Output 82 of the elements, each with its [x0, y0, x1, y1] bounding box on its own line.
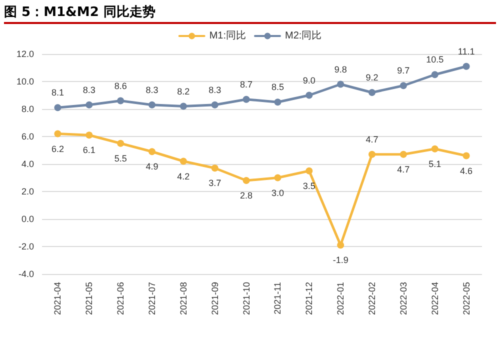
- x-tick-label: 2022-01: [336, 282, 346, 316]
- legend-label: M2:同比: [285, 30, 322, 42]
- point: [274, 98, 282, 106]
- point: [400, 82, 407, 90]
- data-label: 6.2: [51, 144, 64, 154]
- legend-label: M1:同比: [209, 30, 246, 42]
- x-tick-label: 2021-08: [178, 282, 188, 316]
- y-tick-label: 12.0: [16, 49, 34, 59]
- data-label: 9.8: [334, 64, 347, 74]
- y-tick-label: 8.0: [21, 104, 34, 114]
- data-label: 4.7: [366, 134, 378, 144]
- data-label: 8.1: [51, 88, 64, 98]
- point: [242, 177, 250, 184]
- y-tick-label: 0.0: [21, 214, 34, 224]
- y-tick-label: 10.0: [16, 76, 34, 86]
- point: [431, 71, 438, 78]
- x-tick-label: 2021-06: [116, 282, 126, 316]
- point: [400, 150, 407, 158]
- x-tick-label: 2022-05: [461, 282, 472, 316]
- point: [180, 158, 187, 165]
- y-tick-label: -2.0: [18, 242, 34, 252]
- data-label: 8.3: [146, 84, 158, 95]
- data-label: 4.6: [460, 166, 473, 176]
- x-tick-label: 2021-07: [147, 282, 157, 316]
- point: [462, 62, 470, 70]
- data-label: 8.6: [114, 80, 127, 91]
- data-label: 4.2: [177, 171, 190, 182]
- point: [180, 102, 187, 110]
- data-label: 8.3: [82, 84, 96, 95]
- point: [117, 140, 124, 147]
- data-label: 5.1: [428, 158, 442, 169]
- x-tick-label: 2021-11: [272, 282, 283, 314]
- point: [148, 148, 156, 156]
- point: [337, 80, 344, 88]
- data-label: 9.0: [302, 75, 316, 86]
- data-label: 6.1: [82, 145, 96, 156]
- point: [148, 101, 156, 108]
- data-label: 11.1: [458, 46, 475, 56]
- y-tick-label: 4.0: [21, 159, 34, 169]
- point: [86, 132, 93, 139]
- point: [306, 92, 313, 99]
- point: [306, 167, 313, 174]
- x-tick-label: 2022-02: [367, 282, 377, 316]
- y-tick-label: -4.0: [18, 269, 34, 279]
- point: [462, 152, 470, 160]
- data-label: 8.2: [177, 86, 190, 96]
- data-label: 3.7: [208, 178, 222, 188]
- point: [211, 164, 218, 172]
- point: [337, 242, 344, 249]
- point: [117, 97, 124, 104]
- x-tick-label: 2021-04: [52, 282, 63, 316]
- data-label: 8.5: [271, 82, 284, 92]
- chart-title: 图 5：M1&M2 同比走势: [4, 2, 496, 24]
- point: [368, 89, 376, 96]
- data-label: 8.7: [240, 79, 253, 90]
- point: [54, 130, 62, 138]
- data-label: 9.2: [366, 72, 378, 82]
- point: [242, 96, 250, 103]
- point: [274, 174, 282, 182]
- x-tick-label: 2021-05: [84, 282, 94, 316]
- data-label: 4.9: [146, 162, 158, 172]
- x-tick-label: 2022-03: [398, 282, 408, 316]
- data-label: 5.5: [114, 153, 127, 164]
- point: [211, 101, 218, 108]
- point: [368, 150, 376, 158]
- data-label: 4.7: [397, 164, 410, 174]
- x-tick-label: 2022-04: [430, 282, 440, 316]
- data-label: 2.8: [240, 190, 253, 200]
- data-label: 3.5: [302, 180, 316, 191]
- point: [54, 104, 62, 112]
- x-tick-label: 2021-10: [241, 282, 252, 316]
- data-label: -1.9: [332, 255, 348, 266]
- data-label: 3.0: [271, 188, 284, 198]
- data-label: 9.7: [397, 66, 410, 76]
- x-tick-label: 2021-09: [210, 282, 220, 316]
- point: [431, 145, 438, 152]
- y-tick-label: 6.0: [21, 132, 34, 142]
- data-label: 8.3: [208, 84, 222, 95]
- point: [86, 101, 93, 108]
- x-tick-label: 2021-12: [304, 282, 314, 316]
- y-tick-label: 2.0: [21, 186, 34, 196]
- data-label: 10.5: [426, 54, 444, 65]
